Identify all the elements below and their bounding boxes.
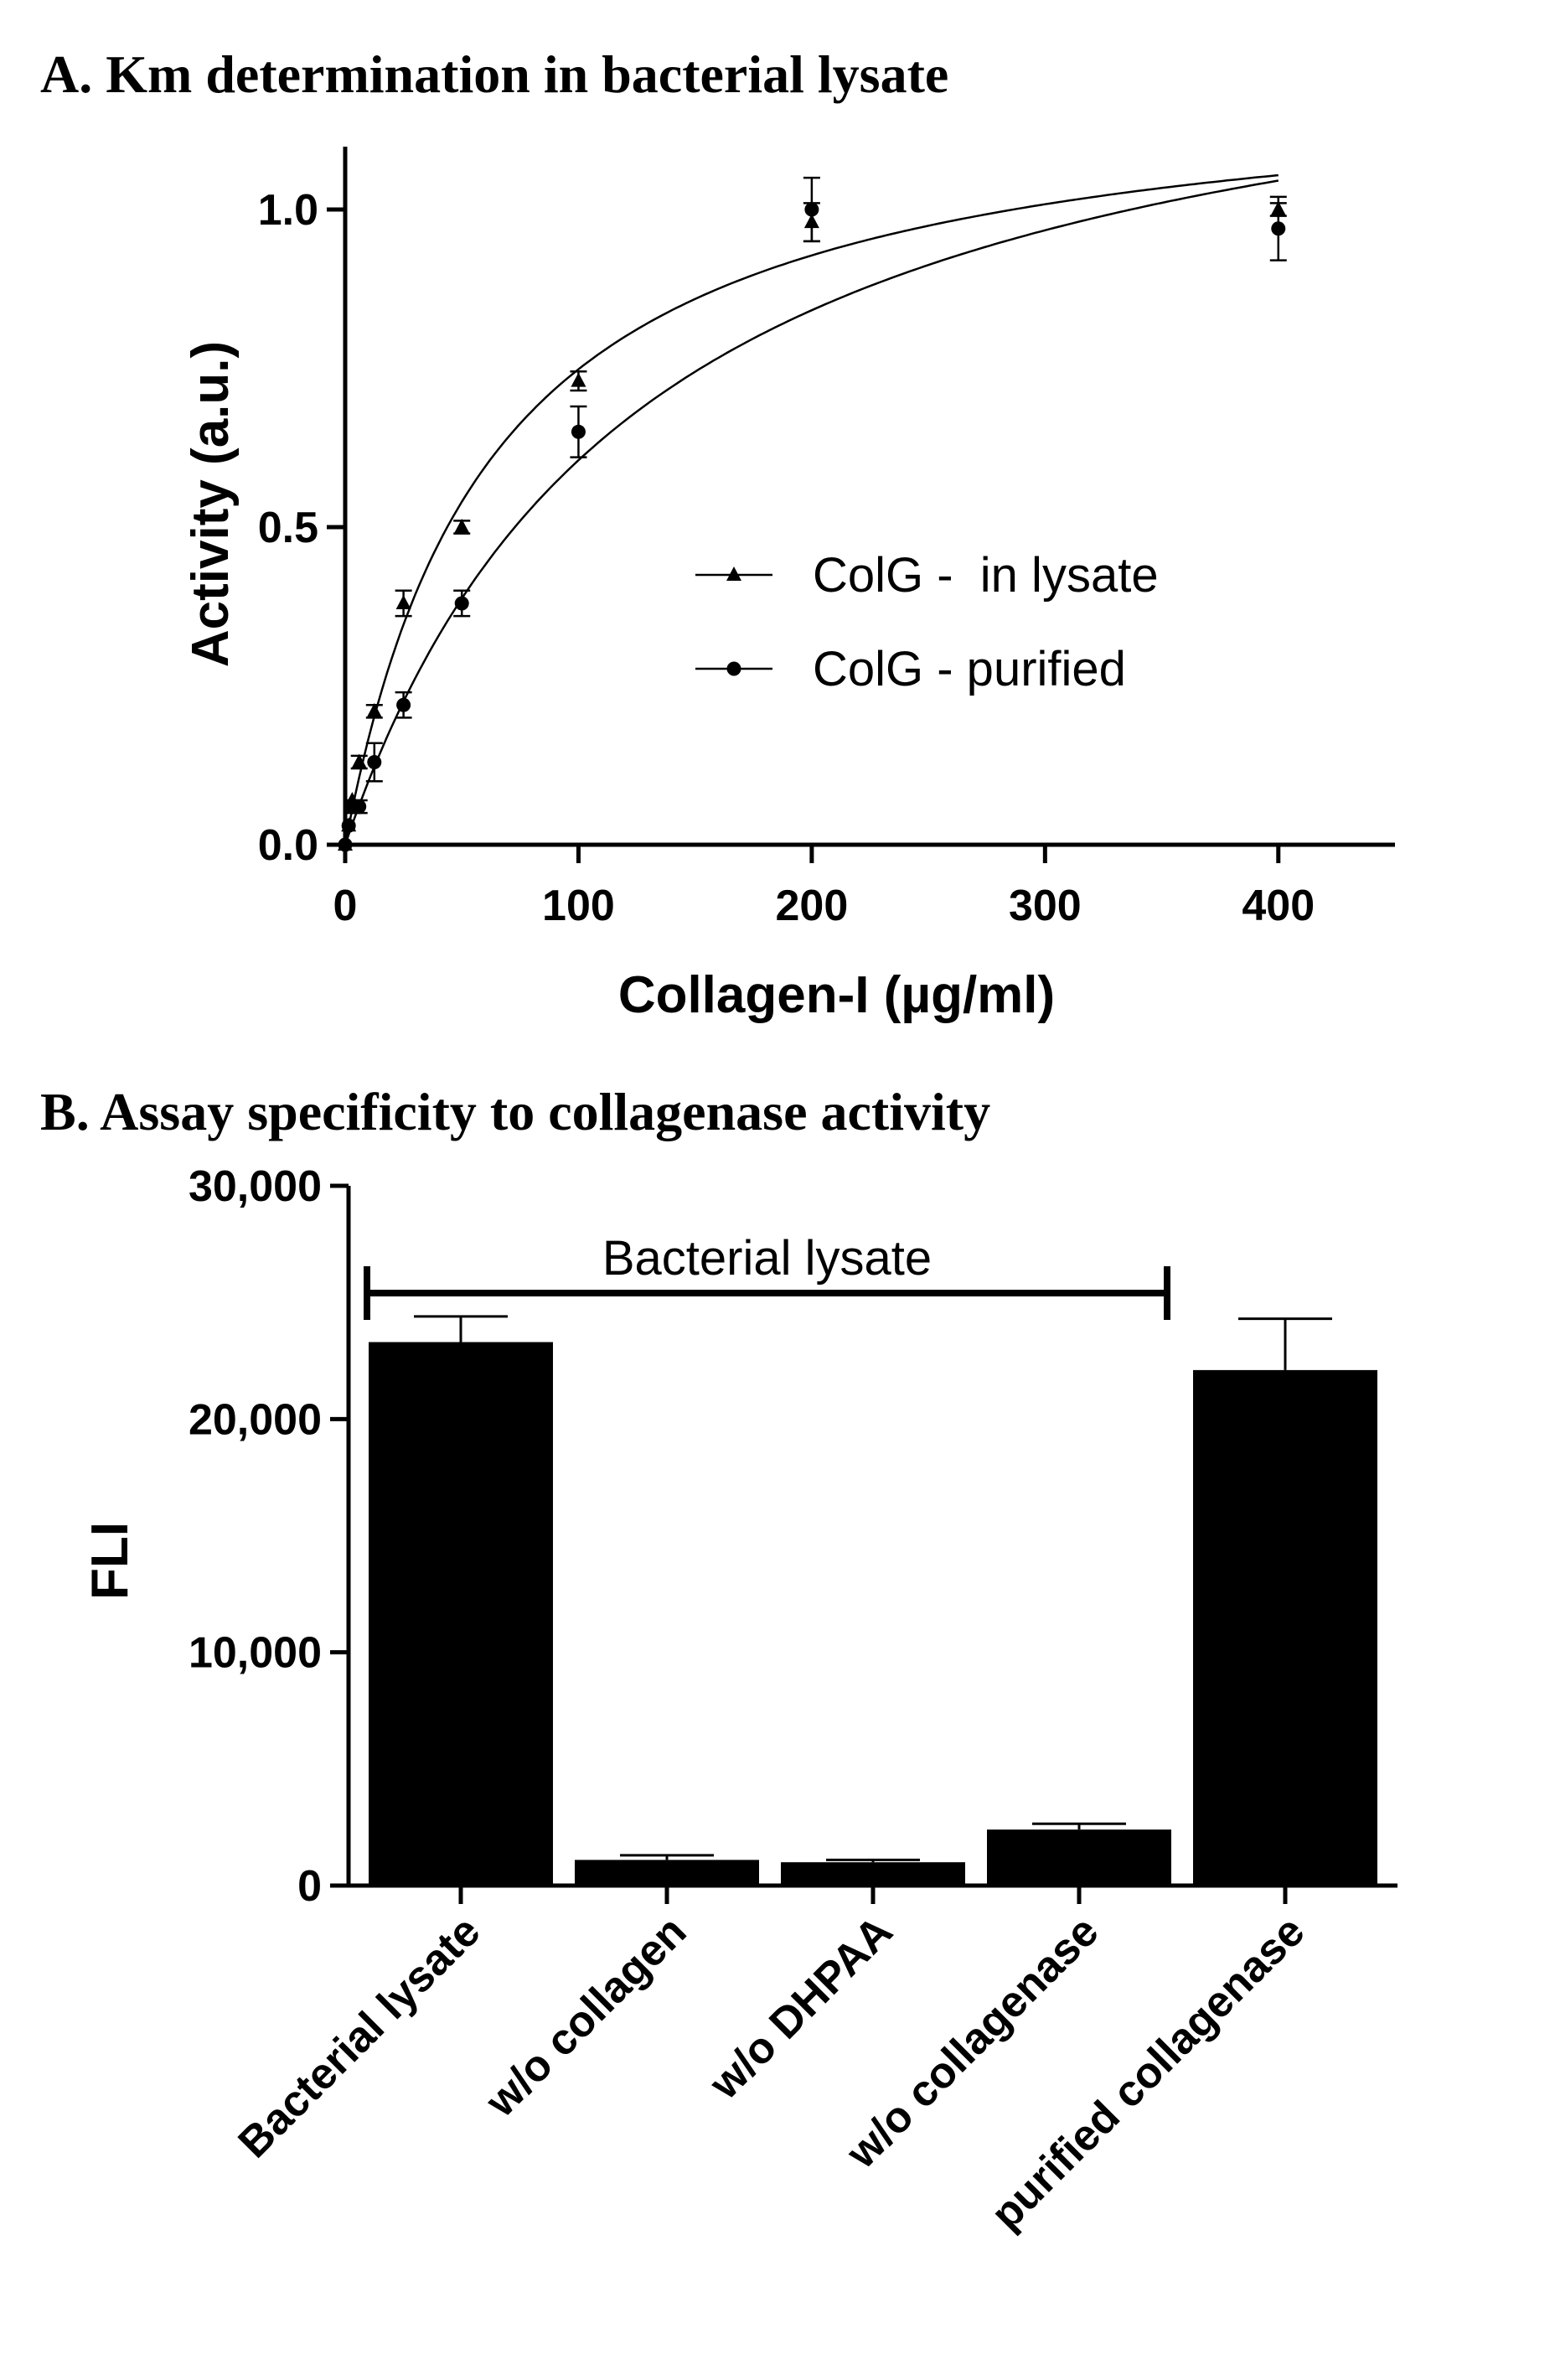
bar: [369, 1342, 553, 1886]
x-tick-label: 300: [1009, 882, 1082, 930]
x-axis-label: Collagen-I (µg/ml): [618, 966, 1055, 1024]
data-point-lysate: [571, 372, 586, 387]
panel-b-title: B. Assay specificity to collagenase acti…: [40, 1082, 991, 1141]
x-tick-label: 400: [1242, 882, 1315, 930]
data-point-lysate: [366, 702, 382, 717]
fit-curve-lysate: [344, 173, 1279, 846]
y-tick-label: 1.0: [258, 186, 318, 235]
x-tick-label: 100: [542, 882, 615, 930]
data-point-purified: [804, 202, 819, 217]
data-point-purified: [367, 754, 382, 769]
chart-a: 0.0 0.5 1.0 0 100 200 300 400 Collagen-I (µg/ml)…: [182, 147, 1395, 1024]
x-tick-label: 200: [776, 882, 849, 930]
y-tick-label: 0: [297, 1862, 322, 1911]
y-tick-label: 0.5: [258, 504, 318, 552]
data-point-purified: [1271, 221, 1286, 236]
data-point-purified: [454, 596, 469, 611]
data-point-lysate: [454, 519, 470, 533]
legend-entry: ColG - in lysate: [813, 548, 1159, 603]
panel-a-title: A. Km determination in bacterial lysate: [40, 44, 949, 104]
data-point-purified: [352, 799, 367, 815]
y-tick-label: 30,000: [189, 1162, 322, 1211]
data-point-purified: [396, 697, 411, 712]
data-point-purified: [338, 837, 353, 852]
y-tick-label: 0.0: [258, 821, 318, 870]
legend-marker-circle: [726, 661, 741, 676]
bar: [575, 1860, 759, 1886]
bar: [1193, 1369, 1377, 1886]
x-category-label: w/o collagen: [476, 1907, 695, 2126]
y-tick-label: 20,000: [189, 1395, 322, 1444]
x-tick-label: 0: [333, 882, 358, 930]
annotation-label: Bacterial lysate: [602, 1231, 932, 1286]
y-axis-label: FLI: [81, 1522, 139, 1600]
data-point-purified: [341, 818, 356, 833]
bar: [987, 1829, 1171, 1886]
legend-entry: ColG - purified: [813, 642, 1126, 696]
data-point-lysate: [351, 753, 367, 768]
data-point-lysate: [395, 594, 411, 609]
x-category-label: w/o DHPAA: [700, 1907, 901, 2108]
y-tick-label: 10,000: [189, 1629, 322, 1678]
legend-marker-triangle: [726, 567, 741, 581]
data-point-purified: [571, 424, 586, 439]
x-category-label: Bacterial lysate: [230, 1907, 490, 2167]
y-axis-label: Activity (a.u.): [182, 341, 240, 667]
fit-curve-purified: [344, 179, 1279, 846]
bar: [781, 1862, 965, 1886]
